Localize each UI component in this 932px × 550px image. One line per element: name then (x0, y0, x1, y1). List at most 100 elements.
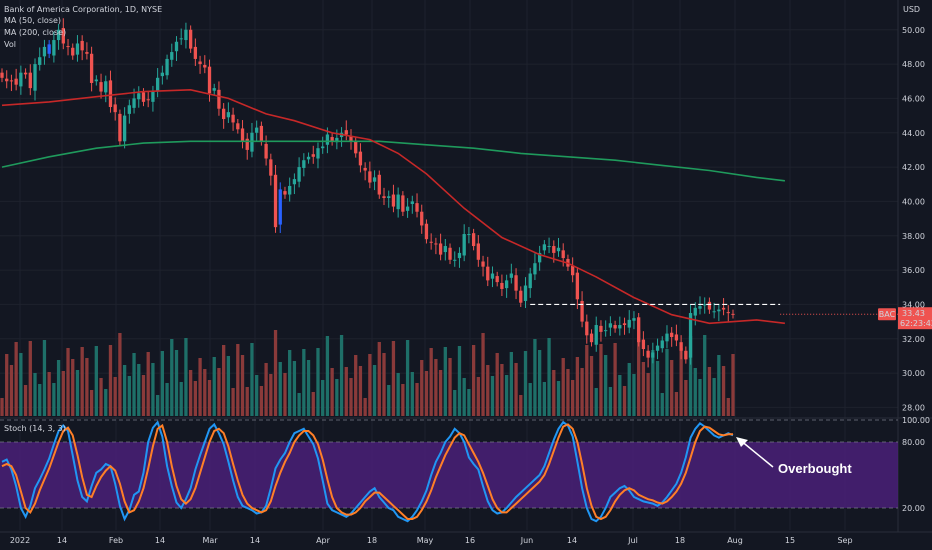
candle-body[interactable] (354, 141, 358, 154)
candle-body[interactable] (462, 234, 466, 256)
candle-body[interactable] (731, 313, 735, 315)
candle-body[interactable] (358, 151, 363, 166)
candle-body[interactable] (415, 203, 419, 212)
candle-body[interactable] (684, 350, 688, 360)
candle-body[interactable] (146, 99, 150, 101)
candle-body[interactable] (589, 333, 594, 343)
candle-body[interactable] (193, 46, 198, 59)
candle-body[interactable] (325, 134, 330, 145)
candle-body[interactable] (33, 64, 37, 91)
candle-body[interactable] (292, 179, 297, 185)
candle-body[interactable] (434, 243, 438, 245)
candle-body[interactable] (335, 137, 339, 143)
candle-body[interactable] (5, 78, 9, 82)
candle-body[interactable] (174, 41, 179, 52)
candle-body[interactable] (349, 136, 353, 142)
candle-body[interactable] (670, 332, 674, 338)
candle-body[interactable] (155, 77, 160, 92)
candle-body[interactable] (255, 127, 259, 133)
candle-body[interactable] (372, 177, 377, 182)
candle-body[interactable] (613, 325, 617, 329)
candle-body[interactable] (297, 167, 301, 182)
symbol-title[interactable]: Bank of America Corporation, 1D, NYSE (4, 5, 163, 14)
candle-body[interactable] (132, 98, 136, 108)
candle-body[interactable] (122, 115, 127, 142)
candle-body[interactable] (316, 148, 320, 159)
candle-body[interactable] (377, 174, 381, 195)
candle-body[interactable] (94, 79, 98, 82)
candle-body[interactable] (655, 345, 660, 351)
candle-body[interactable] (646, 350, 650, 358)
candle-body[interactable] (160, 72, 164, 77)
candle-body[interactable] (618, 325, 622, 329)
candle-body[interactable] (127, 105, 131, 114)
candle-body[interactable] (137, 93, 141, 100)
candle-body[interactable] (457, 252, 462, 259)
candle-body[interactable] (80, 40, 84, 51)
candle-body[interactable] (344, 130, 348, 135)
candle-body[interactable] (542, 244, 547, 251)
candle-body[interactable] (47, 44, 51, 54)
candle-body[interactable] (552, 246, 556, 253)
candle-body[interactable] (203, 64, 207, 68)
candle-body[interactable] (207, 66, 212, 94)
candle-body[interactable] (141, 92, 146, 102)
candle-body[interactable] (288, 185, 292, 195)
candle-body[interactable] (721, 307, 726, 310)
candle-body[interactable] (61, 28, 65, 44)
candle-body[interactable] (396, 194, 400, 210)
candle-body[interactable] (533, 263, 537, 275)
candle-body[interactable] (580, 300, 584, 322)
candle-body[interactable] (438, 243, 443, 255)
candle-body[interactable] (575, 272, 580, 300)
candle-body[interactable] (66, 46, 70, 48)
candle-body[interactable] (420, 211, 424, 226)
candle-body[interactable] (302, 160, 306, 168)
candle-body[interactable] (38, 57, 42, 65)
candle-body[interactable] (259, 125, 264, 142)
candle-body[interactable] (632, 318, 636, 321)
candle-body[interactable] (113, 104, 117, 113)
candle-body[interactable] (641, 339, 646, 350)
candle-body[interactable] (585, 321, 589, 336)
candle-body[interactable] (321, 146, 325, 149)
candle-body[interactable] (14, 78, 18, 85)
stochastic-legend[interactable]: Stoch (14, 3, 3) (4, 424, 66, 433)
candle-body[interactable] (278, 189, 282, 225)
candle-body[interactable] (712, 311, 716, 313)
candle-body[interactable] (231, 114, 235, 123)
candle-body[interactable] (703, 304, 707, 306)
candle-body[interactable] (151, 91, 155, 102)
candle-body[interactable] (665, 333, 669, 342)
candle-body[interactable] (311, 154, 315, 157)
candle-body[interactable] (429, 241, 433, 243)
candle-body[interactable] (240, 128, 245, 142)
candle-body[interactable] (523, 285, 528, 301)
candle-body[interactable] (674, 334, 679, 341)
candle-body[interactable] (571, 265, 575, 276)
candle-body[interactable] (528, 273, 532, 289)
candle-body[interactable] (391, 194, 396, 207)
candle-body[interactable] (688, 313, 693, 358)
candle-body[interactable] (495, 276, 499, 283)
candle-body[interactable] (28, 72, 32, 89)
candle-body[interactable] (443, 246, 447, 253)
candle-body[interactable] (179, 38, 183, 40)
candle-body[interactable] (52, 40, 56, 56)
candle-body[interactable] (382, 196, 386, 198)
candle-body[interactable] (264, 143, 268, 159)
candle-body[interactable] (306, 156, 311, 160)
candle-body[interactable] (85, 52, 89, 54)
candle-body[interactable] (245, 138, 249, 150)
candle-body[interactable] (184, 29, 188, 41)
candle-body[interactable] (0, 72, 4, 78)
candle-body[interactable] (599, 325, 603, 332)
candle-body[interactable] (104, 81, 108, 93)
ma200-legend[interactable]: MA (200, close) (4, 28, 67, 37)
candle-body[interactable] (476, 243, 480, 260)
candle-body[interactable] (514, 275, 518, 291)
candle-body[interactable] (269, 159, 273, 176)
candle-body[interactable] (637, 317, 641, 343)
candle-body[interactable] (660, 340, 664, 349)
